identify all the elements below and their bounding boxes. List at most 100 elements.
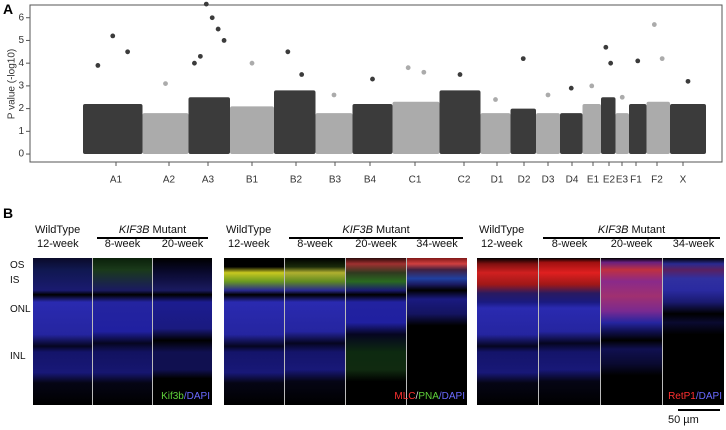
stain-legend: RetP1/DAPI — [668, 391, 722, 402]
age-label: 20-week — [355, 238, 397, 250]
snp-cloud — [352, 104, 393, 155]
stain-legend: Kif3b/DAPI — [161, 391, 210, 402]
x-tick-label: E2 — [603, 175, 616, 186]
mutant-header: KIF3B Mutant — [539, 224, 724, 236]
x-tick-label: B2 — [290, 175, 303, 186]
snp-peak — [685, 78, 691, 84]
plot-frame — [29, 4, 723, 163]
y-tick-label: 4 — [18, 58, 24, 69]
x-tick-label: C2 — [458, 175, 471, 186]
snp-peak — [608, 60, 614, 66]
panel-divider — [152, 258, 153, 405]
snp-peak — [589, 83, 595, 89]
x-tick-label: B3 — [329, 175, 342, 186]
age-label: 8-week — [551, 238, 588, 250]
x-tick-label: D4 — [566, 175, 579, 186]
scale-bar — [678, 409, 720, 411]
stain-text: PNA — [418, 391, 439, 402]
x-tick-label: F2 — [651, 175, 663, 186]
snp-cloud — [188, 97, 230, 155]
y-tick-label: 2 — [18, 103, 24, 114]
layer-label: IS — [10, 275, 20, 286]
snp-cloud — [230, 106, 274, 155]
snp-cloud — [274, 90, 316, 155]
stain-text: /DAPI — [438, 391, 465, 402]
micrograph — [601, 258, 662, 405]
y-tick-label: 1 — [18, 126, 24, 137]
snp-peak — [457, 72, 463, 77]
micrograph — [663, 258, 724, 405]
micrograph — [477, 258, 538, 405]
snp-cloud — [510, 108, 536, 155]
stain-text: / — [415, 391, 419, 402]
layer-label: INL — [10, 351, 26, 362]
header-rule — [97, 237, 208, 239]
micrograph — [539, 258, 600, 405]
micrograph — [346, 258, 406, 405]
stain-text: Kif3b — [161, 391, 184, 402]
snp-peak — [545, 92, 551, 98]
x-tick-label: A2 — [163, 175, 176, 186]
header-rule — [289, 237, 463, 239]
genotype-label: WildType — [479, 224, 525, 236]
gene-name: KIF3B — [597, 224, 629, 236]
snp-cloud — [615, 113, 629, 155]
header-rule — [543, 237, 720, 239]
snp-peak — [110, 33, 116, 39]
snp-peak — [197, 53, 203, 59]
stain-text: /DAPI — [695, 391, 722, 402]
x-tick-label: E3 — [616, 175, 629, 186]
snp-cloud — [646, 101, 670, 155]
stain-legend: MLC/PNA/DAPI — [394, 391, 465, 402]
snp-cloud — [601, 97, 616, 155]
snp-peak — [203, 1, 209, 7]
x-tick-label: B4 — [364, 175, 377, 186]
snp-cloud — [142, 113, 189, 155]
genotype-label: WildType — [226, 224, 272, 236]
mutant-header: KIF3B Mutant — [285, 224, 467, 236]
snp-peak — [421, 69, 427, 75]
x-tick-label: D2 — [518, 175, 531, 186]
mutant-header: KIF3B Mutant — [93, 224, 212, 236]
snp-peak — [285, 49, 291, 55]
mutant-word: Mutant — [376, 224, 410, 236]
panel-label: B — [3, 205, 14, 221]
age-label: 12-week — [37, 238, 79, 250]
age-label: 34-week — [672, 238, 715, 250]
snp-cloud — [629, 104, 647, 155]
y-tick-label: 6 — [18, 12, 24, 23]
snp-peak — [659, 56, 665, 62]
y-tick-label: 5 — [18, 35, 24, 46]
x-tick-label: A1 — [110, 175, 123, 186]
snp-peak — [370, 76, 375, 82]
gene-name: KIF3B — [342, 224, 373, 236]
snp-cloud — [536, 113, 560, 155]
layer-label: OS — [10, 260, 25, 271]
age-label: 12-week — [228, 238, 270, 250]
manhattan-plot: P value (-log10) 0 1 2 3 4 5 6 A1 A2 A3 B1 B2 B3 B4 C1… — [7, 1, 723, 186]
snp-peak — [221, 38, 227, 43]
snp-peak — [163, 81, 168, 87]
micrograph — [285, 258, 345, 405]
micrograph — [93, 258, 152, 405]
micrograph — [33, 258, 92, 405]
snp-cloud — [439, 90, 481, 155]
x-tick-label: B1 — [246, 175, 259, 186]
stain-text: MLC — [394, 391, 416, 402]
y-tick-label: 3 — [18, 81, 24, 92]
micrograph — [153, 258, 212, 405]
x-tick-label: E1 — [587, 175, 600, 186]
snp-peak — [568, 85, 574, 91]
age-label: 34-week — [416, 238, 458, 250]
snp-cloud — [315, 113, 353, 155]
micrograph — [407, 258, 467, 405]
snp-peak — [331, 92, 337, 98]
snp-cloud — [670, 104, 706, 155]
snp-peak — [493, 97, 498, 102]
stain-text: RetP1 — [668, 391, 696, 402]
snp-peak — [405, 65, 411, 71]
panel-label: A — [3, 1, 14, 17]
genotype-label: WildType — [35, 224, 81, 236]
x-tick-label: A3 — [202, 175, 215, 186]
